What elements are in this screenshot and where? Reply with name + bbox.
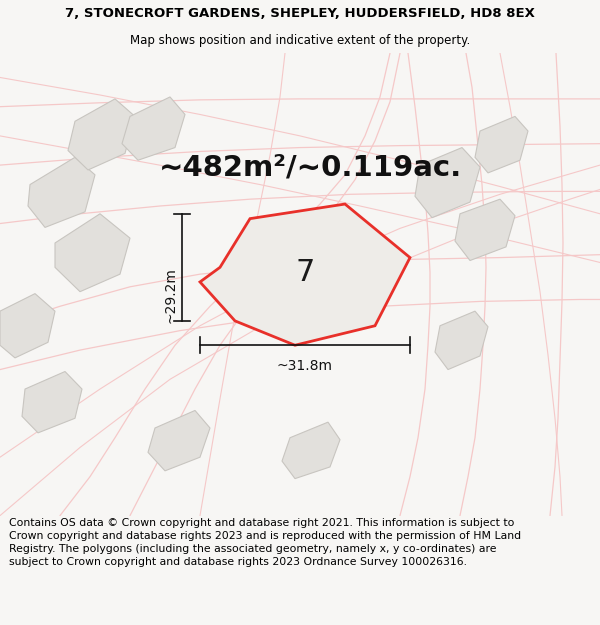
- Polygon shape: [435, 311, 488, 369]
- Text: Map shows position and indicative extent of the property.: Map shows position and indicative extent…: [130, 34, 470, 47]
- Polygon shape: [55, 214, 130, 292]
- Polygon shape: [0, 294, 55, 358]
- Polygon shape: [148, 411, 210, 471]
- Text: 7, STONECROFT GARDENS, SHEPLEY, HUDDERSFIELD, HD8 8EX: 7, STONECROFT GARDENS, SHEPLEY, HUDDERSF…: [65, 8, 535, 20]
- Polygon shape: [28, 158, 95, 228]
- Polygon shape: [282, 422, 340, 479]
- Polygon shape: [415, 148, 480, 218]
- Polygon shape: [200, 204, 410, 345]
- Polygon shape: [475, 116, 528, 173]
- Text: Contains OS data © Crown copyright and database right 2021. This information is : Contains OS data © Crown copyright and d…: [9, 518, 521, 568]
- Text: 7: 7: [295, 258, 314, 287]
- Polygon shape: [455, 199, 515, 261]
- Text: ~31.8m: ~31.8m: [277, 359, 333, 373]
- Text: ~29.2m: ~29.2m: [163, 268, 177, 323]
- Polygon shape: [122, 97, 185, 160]
- Polygon shape: [22, 371, 82, 433]
- Polygon shape: [68, 99, 135, 170]
- Text: ~482m²/~0.119ac.: ~482m²/~0.119ac.: [158, 153, 461, 181]
